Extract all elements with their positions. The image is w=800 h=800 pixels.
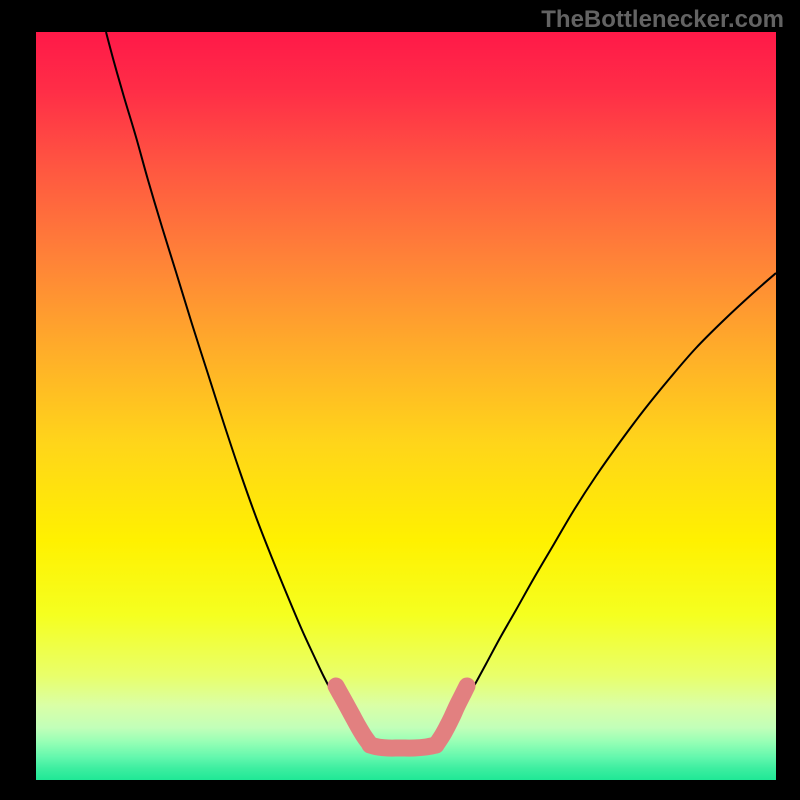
gradient-background	[36, 32, 776, 780]
watermark-text: TheBottlenecker.com	[541, 6, 784, 34]
plot-area	[36, 32, 776, 780]
chart-container: TheBottlenecker.com	[0, 0, 800, 800]
